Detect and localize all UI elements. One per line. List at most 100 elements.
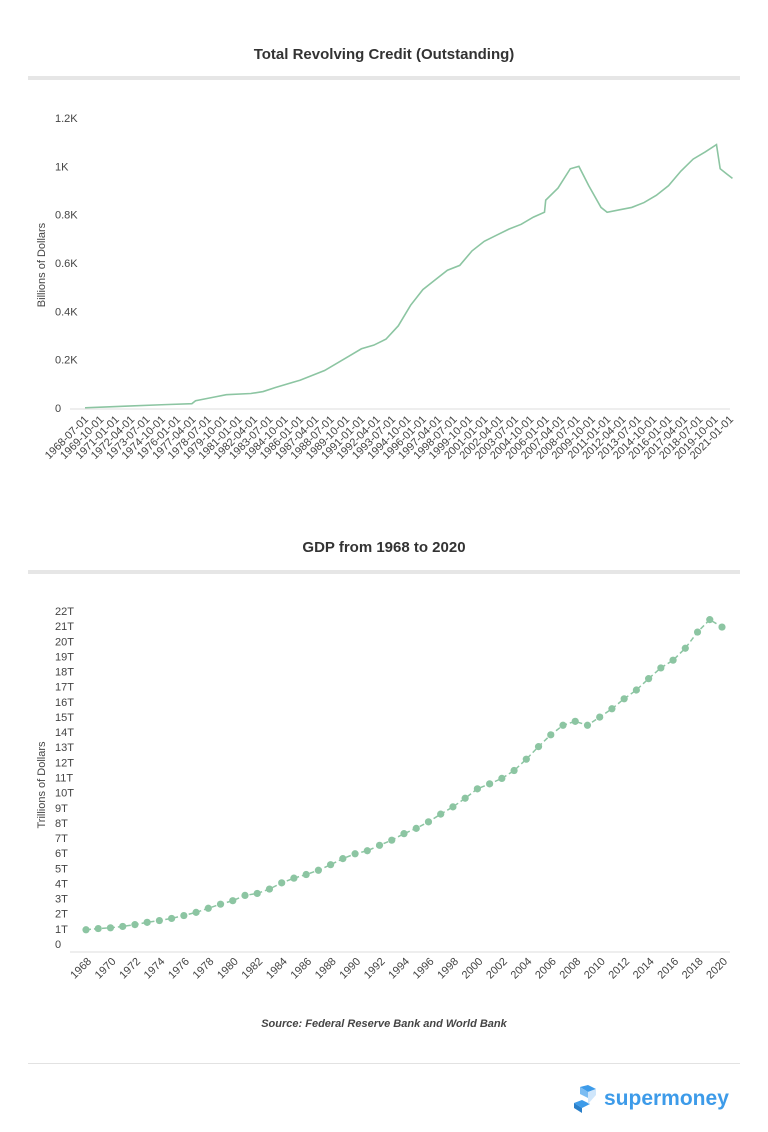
supermoney-logo[interactable]: supermoney <box>572 1085 729 1113</box>
chart2-point <box>559 721 567 729</box>
chart2-point <box>106 924 115 932</box>
chart2-y-tick: 13T <box>55 742 74 754</box>
chart2-x-tick: 2018 <box>680 956 706 982</box>
chart2-title: GDP from 1968 to 2020 <box>302 539 466 556</box>
chart2-x-tick: 1992 <box>362 956 388 982</box>
chart2-point <box>363 847 371 855</box>
chart2-point <box>290 874 298 882</box>
chart2-point <box>412 824 420 832</box>
chart2-point <box>278 879 286 887</box>
chart2-x-tick: 2000 <box>460 956 486 982</box>
chart2-point <box>216 900 225 908</box>
chart1-y-tick: 0.2K <box>55 355 78 367</box>
chart1-y-tick: 0.6K <box>55 258 78 270</box>
chart2-x-tick: 2002 <box>484 956 510 982</box>
chart2-point <box>547 731 555 739</box>
chart2-x-tick: 1990 <box>337 956 363 982</box>
chart2-x-tick: 2010 <box>582 956 608 982</box>
chart2-x-tick: 1968 <box>68 956 94 982</box>
chart2-x-tick: 2014 <box>631 956 657 982</box>
chart2-point <box>645 675 653 683</box>
chart2-point <box>473 785 481 793</box>
chart2-point <box>327 861 335 869</box>
chart2-y-tick: 5T <box>55 863 68 875</box>
chart2-point <box>681 644 689 652</box>
chart2-point <box>571 717 579 725</box>
chart2-x-tick: 2016 <box>655 956 681 982</box>
chart1-y-tick: 0.8K <box>55 210 78 222</box>
chart2-point <box>534 743 543 751</box>
chart2-point <box>314 866 322 874</box>
chart2-y-tick: 3T <box>55 894 68 906</box>
source-note: Source: Federal Reserve Bank and World B… <box>261 1018 507 1030</box>
chart2-y-tick: 11T <box>55 773 73 785</box>
chart2-x-tick: 1988 <box>313 956 339 982</box>
chart2-point <box>424 818 433 826</box>
chart2-x-tick: 1974 <box>142 956 168 982</box>
chart2-point <box>265 885 274 893</box>
chart2-series-line <box>85 618 723 931</box>
chart2-point <box>229 897 237 905</box>
chart2-point <box>461 794 469 802</box>
chart2-point <box>608 705 616 713</box>
chart2-point <box>155 916 163 925</box>
chart2-y-tick: 18T <box>55 667 74 679</box>
chart2-y-tick: 16T <box>55 697 74 709</box>
chart2-point <box>510 766 518 775</box>
chart2-point <box>82 926 90 934</box>
chart2-point <box>119 922 127 931</box>
chart1-title: Total Revolving Credit (Outstanding) <box>253 46 515 63</box>
chart2-x-tick: 2008 <box>558 956 584 982</box>
chart2-y-tick: 1T <box>55 924 68 936</box>
chart2-y-tick: 6T <box>55 848 68 860</box>
chart2-x-tick: 2020 <box>704 956 730 982</box>
chart2-point <box>669 656 677 664</box>
chart2-point <box>204 904 212 912</box>
chart2-point <box>302 870 310 879</box>
chart2-point <box>449 803 457 811</box>
chart2-point <box>583 721 592 729</box>
chart2-point <box>241 891 249 900</box>
chart2-x-tick: 2012 <box>606 956 632 982</box>
chart2-x-tick: 1970 <box>93 956 119 982</box>
chart2-y-tick: 14T <box>55 727 74 739</box>
chart2-y-tick: 17T <box>55 682 74 694</box>
chart2-point <box>351 850 359 858</box>
chart2-y-tick: 4T <box>55 878 68 890</box>
chart2-x-tick: 1994 <box>386 956 412 982</box>
chart2-point <box>192 908 200 916</box>
chart2-point <box>498 774 506 783</box>
chart2-point <box>375 841 384 849</box>
chart2-point <box>596 713 604 721</box>
chart2-point <box>400 830 408 838</box>
chart2-x-tick: 1972 <box>117 956 143 982</box>
chart1-y-tick: 1.2K <box>55 113 78 125</box>
chart2-point <box>620 695 628 703</box>
chart2-y-tick: 12T <box>55 757 74 769</box>
chart2-y-tick: 21T <box>55 621 74 633</box>
chart2-point <box>143 918 151 926</box>
chart2-point <box>522 755 530 763</box>
chart2-y-tick: 2T <box>55 909 68 921</box>
chart2-point <box>657 664 665 672</box>
chart2-y-tick: 22T <box>55 606 74 618</box>
chart2-y-tick: 15T <box>55 712 74 724</box>
chart2-y-tick: 9T <box>55 803 68 815</box>
chart2-x-tick: 2004 <box>509 956 535 982</box>
chart2-point <box>131 921 139 929</box>
chart2-x-tick: 1996 <box>411 956 437 982</box>
footer-divider <box>28 1063 740 1064</box>
chart2-point <box>718 623 726 631</box>
chart2-point <box>94 924 102 933</box>
chart2-x-tick: 1978 <box>191 956 217 982</box>
chart1-series-line <box>84 143 733 409</box>
chart2-y-tick: 19T <box>55 651 74 663</box>
chart2-x-tick: 1976 <box>166 956 192 982</box>
chart2-x-tick: 2006 <box>533 956 559 982</box>
chart2-point <box>486 780 494 788</box>
chart2-point <box>253 889 261 898</box>
chart2-point <box>168 914 176 923</box>
chart1-y-tick: 0 <box>55 403 61 415</box>
chart2-y-tick: 7T <box>55 833 68 845</box>
